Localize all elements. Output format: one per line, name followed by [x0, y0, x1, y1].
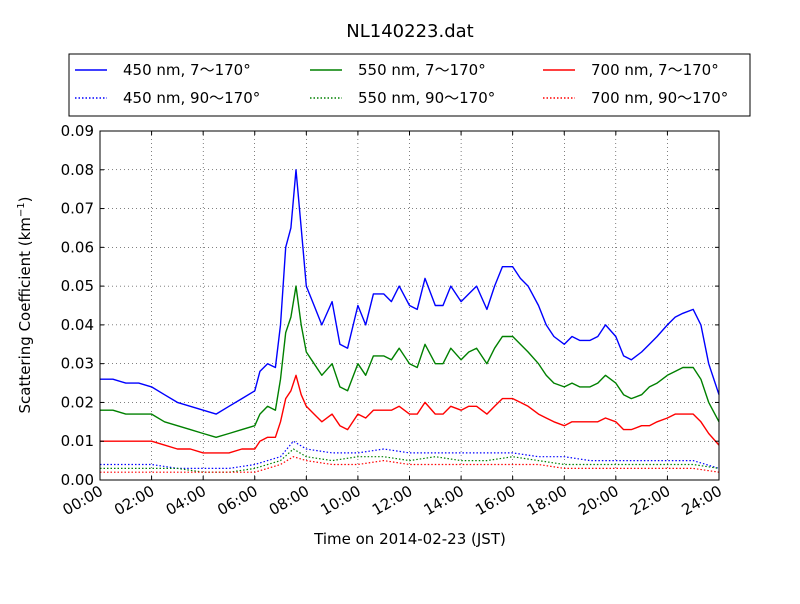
- chart-title: NL140223.dat: [346, 21, 473, 42]
- series-line: [100, 285, 720, 438]
- y-tick-label: 0.05: [61, 277, 94, 295]
- y-tick-label: 0.06: [61, 238, 94, 256]
- x-tick-label: 02:00: [111, 482, 157, 519]
- legend-label: 700 nm, 7～170°: [591, 61, 719, 79]
- x-tick-label: 22:00: [627, 482, 673, 519]
- x-tick-label: 10:00: [317, 482, 363, 519]
- legend-label: 550 nm, 90～170°: [358, 89, 495, 107]
- y-tick-label: 0.08: [61, 161, 94, 179]
- series-line: [100, 448, 720, 473]
- y-tick-label: 0.02: [61, 393, 94, 411]
- legend-label: 450 nm, 90～170°: [123, 89, 260, 107]
- y-tick-label: 0.03: [61, 355, 94, 373]
- series-line: [100, 440, 720, 469]
- series-line: [100, 169, 720, 415]
- y-axis-label: Scattering Coefficient (km−1): [16, 196, 34, 413]
- x-tick-label: 14:00: [421, 482, 467, 519]
- x-tick-label: 24:00: [679, 482, 725, 519]
- legend-label: 550 nm, 7～170°: [358, 61, 486, 79]
- y-tick-label: 0.07: [61, 200, 94, 218]
- legend: 450 nm, 7～170° 550 nm, 7～170° 700 nm, 7～17…: [75, 61, 728, 107]
- series-layer: [100, 169, 720, 473]
- x-tick-label: 20:00: [575, 482, 621, 519]
- x-tick-label: 18:00: [524, 482, 570, 519]
- x-tick-label: 08:00: [266, 482, 312, 519]
- x-tick-label: 12:00: [369, 482, 415, 519]
- y-tick-label: 0.09: [61, 122, 94, 140]
- series-line: [100, 456, 720, 473]
- y-tick-label: 0.04: [61, 316, 94, 334]
- series-line: [100, 374, 720, 454]
- y-axis-label-main: Scattering Coefficient (km: [16, 217, 34, 413]
- x-tick-label: 04:00: [163, 482, 209, 519]
- y-tick-label: 0.01: [61, 432, 94, 450]
- legend-box: [68, 53, 751, 117]
- ticks: 00:00 02:00 04:00 06:00 08:00 10:00 12:00 14:00…: [60, 122, 725, 519]
- y-axis-label-sup: −1: [16, 202, 27, 217]
- x-tick-label: 06:00: [214, 482, 260, 519]
- y-axis-label-end: ): [16, 196, 34, 202]
- legend-label: 450 nm, 7～170°: [123, 61, 251, 79]
- x-tick-label: 16:00: [472, 482, 518, 519]
- y-tick-label: 0.00: [61, 471, 94, 489]
- legend-label: 700 nm, 90～170°: [591, 89, 728, 107]
- x-axis-label: Time on 2014-02-23 (JST): [313, 530, 506, 548]
